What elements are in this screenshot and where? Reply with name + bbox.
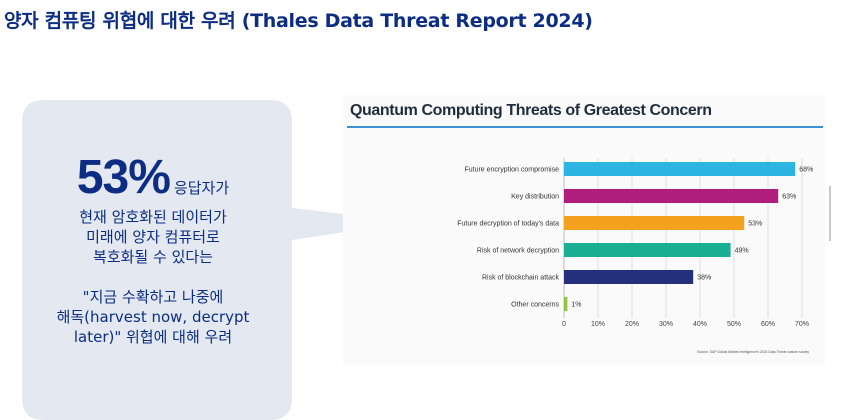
x-tick-label: 50%	[727, 321, 741, 328]
data-label: 53%	[748, 221, 762, 228]
x-tick-label: 70%	[795, 321, 809, 328]
x-tick-label: 0	[562, 321, 566, 328]
stat-quote: "지금 수확하고 나중에 해독(harvest now, decrypt lat…	[24, 287, 282, 347]
stat-headline: 53% 응답자가	[24, 150, 282, 205]
quote-line: later)" 위협에 대해 우려	[73, 328, 233, 346]
stat-description: 현재 암호화된 데이터가 미래에 양자 컴퓨터로 복호화될 수 있다는	[24, 207, 282, 267]
category-label: Future encryption compromise	[464, 167, 559, 174]
category-label: Key distribution	[511, 194, 559, 201]
quote-line: "지금 수확하고 나중에	[82, 288, 224, 306]
x-tick-label: 10%	[591, 321, 605, 328]
chart-title: Quantum Computing Threats of Greatest Co…	[350, 102, 712, 119]
speech-bubble-shape	[22, 100, 412, 420]
stat-callout: 53% 응답자가 현재 암호화된 데이터가 미래에 양자 컴퓨터로 복호화될 수 …	[24, 150, 282, 347]
desc-line: 현재 암호화된 데이터가	[79, 208, 227, 226]
quote-line: 해독(harvest now, decrypt	[56, 308, 250, 326]
bar	[564, 270, 694, 284]
stat-value: 53%	[76, 151, 171, 204]
data-label: 49%	[735, 248, 749, 255]
x-tick-label: 30%	[659, 321, 673, 328]
category-label: Future decryption of today's data	[457, 221, 559, 228]
desc-line: 복호화될 수 있다는	[93, 248, 213, 266]
x-tick-label: 40%	[693, 321, 707, 328]
bar-chart: 0 10% 20% 30% 40% 50% 60% 70% Future encryption …	[457, 158, 813, 354]
category-label: Risk of blockchain attack	[482, 275, 560, 282]
data-label: 68%	[799, 167, 813, 174]
chart-title-rule	[347, 126, 823, 128]
stat-suffix: 응답자가	[173, 179, 230, 197]
scrollbar-hint	[829, 186, 831, 241]
category-label: Other concerns	[511, 302, 559, 309]
data-label: 38%	[697, 275, 711, 282]
bar	[564, 216, 745, 230]
slide-title: 양자 컴퓨팅 위협에 대한 우려 (Thales Data Threat Rep…	[4, 10, 593, 32]
bar	[564, 297, 568, 311]
bar	[564, 162, 796, 176]
chart-source-note: Source: S&P Global Market Intelligence's…	[697, 350, 809, 354]
data-label: 63%	[782, 194, 796, 201]
data-label: 1%	[571, 302, 581, 309]
category-label: Risk of network decryption	[477, 248, 559, 255]
bar	[564, 189, 779, 203]
x-tick-label: 20%	[625, 321, 639, 328]
desc-line: 미래에 양자 컴퓨터로	[86, 228, 220, 246]
bar	[564, 243, 731, 257]
x-tick-label: 60%	[761, 321, 775, 328]
